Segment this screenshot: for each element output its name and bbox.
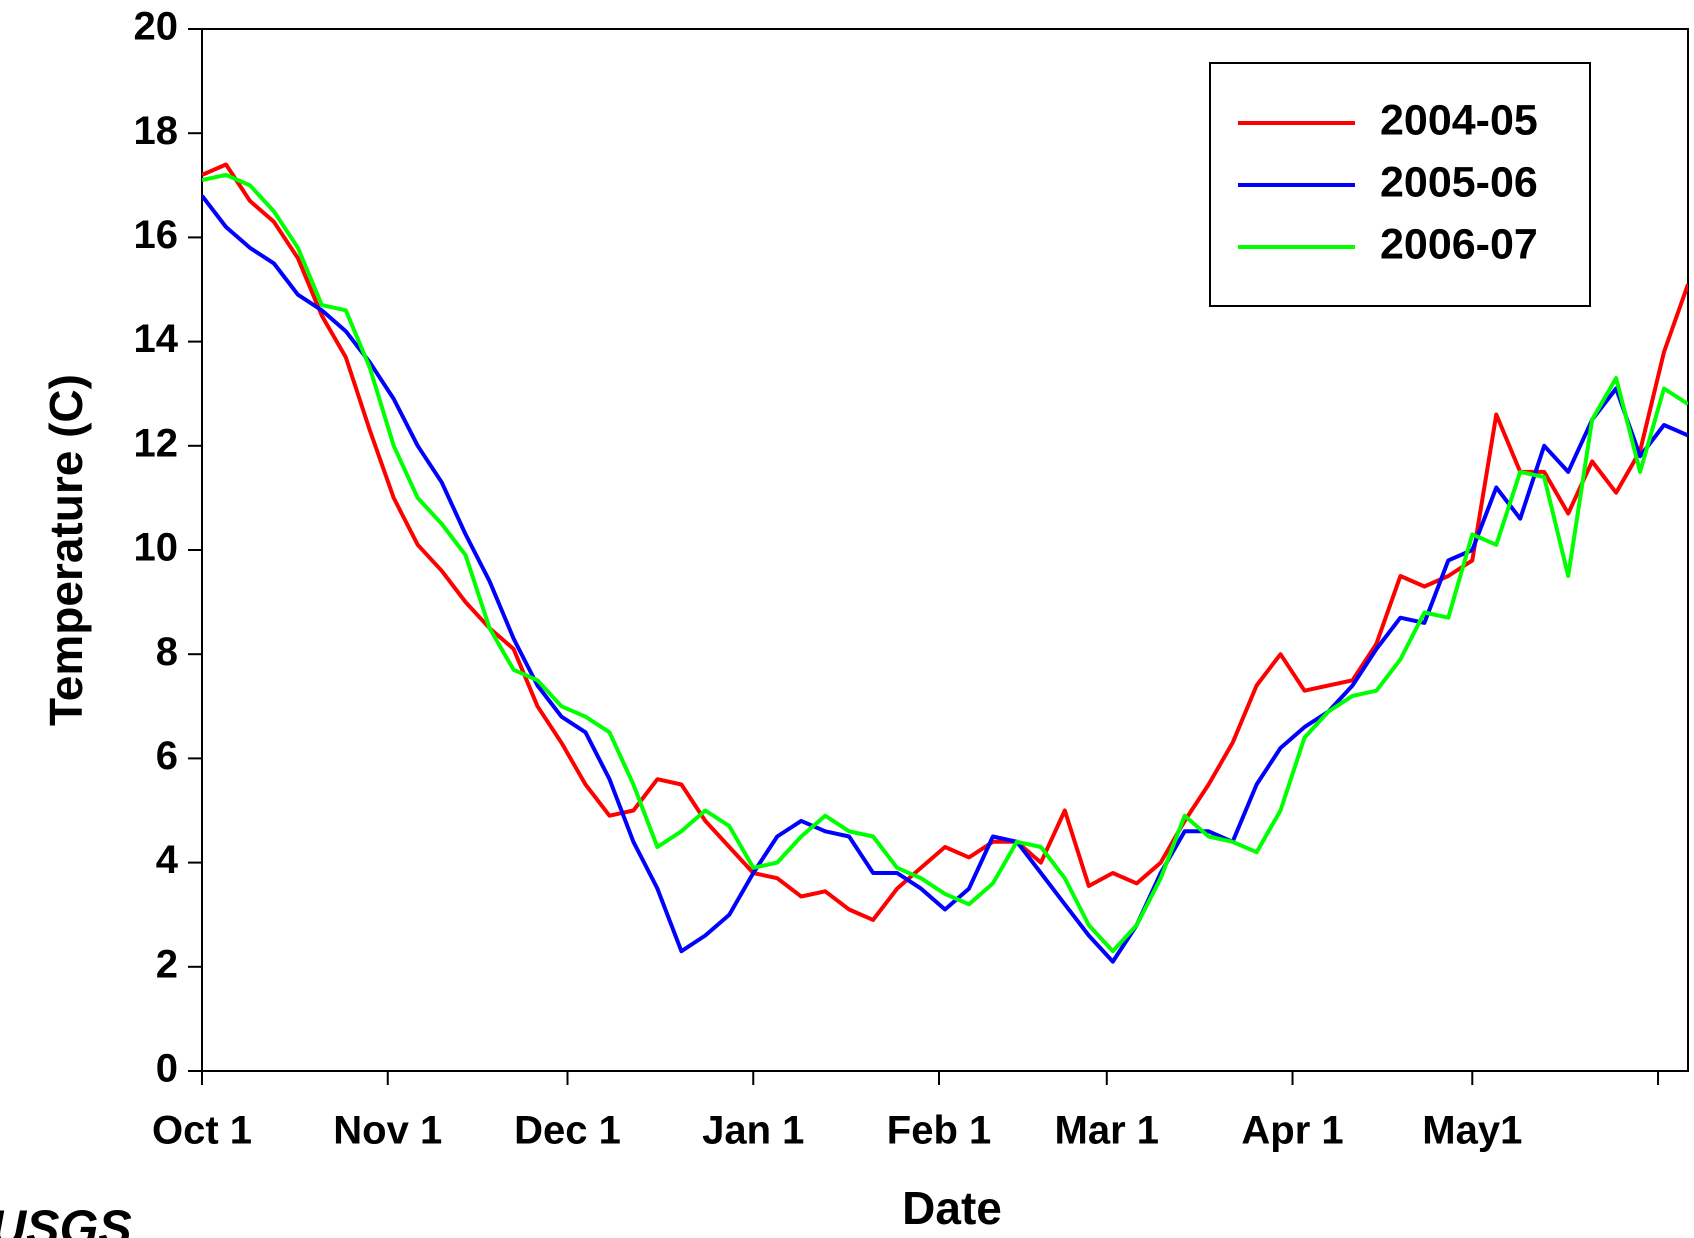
x-tick-label: Feb 1 xyxy=(887,1109,991,1153)
x-tick-label: Nov 1 xyxy=(333,1109,442,1153)
series-line xyxy=(202,172,1688,954)
y-tick-label: 8 xyxy=(156,630,178,674)
y-tick-label: 12 xyxy=(134,421,179,465)
x-tick-label: May1 xyxy=(1422,1109,1522,1153)
y-axis-label: Temperature (C) xyxy=(40,374,92,726)
x-tick-label: Dec 1 xyxy=(514,1109,621,1153)
legend-label: 2004-05 xyxy=(1380,96,1538,144)
x-tick-label: Oct 1 xyxy=(152,1109,252,1153)
legend-label: 2006-07 xyxy=(1380,220,1538,268)
y-tick-label: 16 xyxy=(134,213,179,257)
x-axis-label: Date xyxy=(902,1182,1002,1234)
y-tick-label: 18 xyxy=(134,109,179,153)
y-tick-label: 20 xyxy=(134,5,179,49)
x-tick-label: Apr 1 xyxy=(1241,1109,1343,1153)
y-tick-label: 6 xyxy=(156,734,178,778)
y-tick-label: 10 xyxy=(134,526,179,570)
y-tick-label: 4 xyxy=(156,838,179,882)
x-tick-label: Mar 1 xyxy=(1055,1109,1160,1153)
logo: USGS xyxy=(0,1200,132,1238)
y-tick-label: 0 xyxy=(156,1047,178,1091)
y-tick-label: 2 xyxy=(156,942,178,986)
legend-label: 2005-06 xyxy=(1380,158,1538,206)
series-line xyxy=(202,194,1688,964)
y-tick-label: 14 xyxy=(134,317,179,361)
x-tick-label: Jan 1 xyxy=(702,1109,804,1153)
